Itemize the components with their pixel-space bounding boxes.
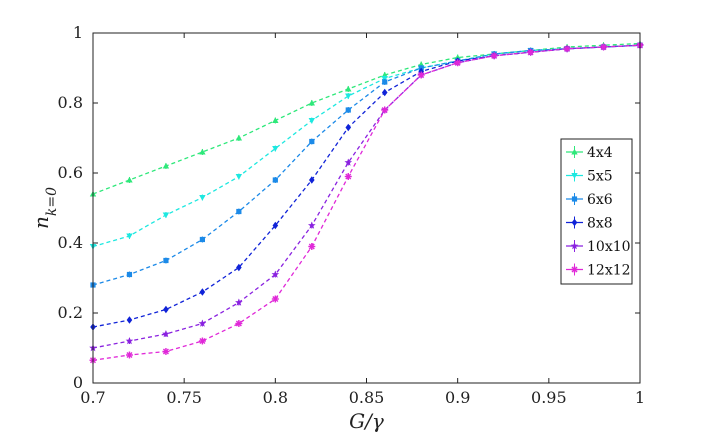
legend-label: 8x8 xyxy=(587,216,613,232)
data-point xyxy=(199,236,205,243)
legend-marker xyxy=(571,172,578,179)
data-point xyxy=(126,233,133,240)
data-point xyxy=(162,162,170,169)
y-tick-label: 0.2 xyxy=(58,303,83,322)
legend-marker xyxy=(571,148,578,155)
x-tick-label: 0.85 xyxy=(349,388,385,407)
x-tick-label: 0.9 xyxy=(445,388,470,407)
data-point xyxy=(308,243,316,250)
y-tick-label: 0.6 xyxy=(58,163,83,182)
data-point xyxy=(344,158,353,166)
data-point xyxy=(162,330,170,338)
legend: 4x4 5x5 6x6 8x8 10x10 12x12 xyxy=(560,138,633,285)
data-point xyxy=(199,194,206,201)
y-axis-label: nk=0 xyxy=(29,187,60,229)
data-point xyxy=(235,173,243,180)
data-point xyxy=(125,337,134,345)
data-point xyxy=(272,177,278,183)
data-point xyxy=(308,117,315,124)
legend-entry: 4x4 xyxy=(566,145,613,161)
series-line xyxy=(92,44,641,286)
data-point xyxy=(162,212,170,219)
data-point xyxy=(308,99,315,106)
data-point xyxy=(199,288,206,296)
x-tick-label: 0.75 xyxy=(166,388,202,407)
legend-entry: 12x12 xyxy=(566,263,631,279)
x-tick-label: 1 xyxy=(635,388,645,407)
data-point xyxy=(272,221,279,230)
legend-label: 10x10 xyxy=(587,239,631,255)
data-point xyxy=(198,337,206,345)
data-point xyxy=(125,351,133,359)
legend-entry: 10x10 xyxy=(566,239,631,255)
legend-label: 4x4 xyxy=(587,145,613,161)
legend-marker xyxy=(570,242,579,250)
data-point xyxy=(235,134,243,141)
data-point xyxy=(308,221,316,229)
legend-entry: 6x6 xyxy=(566,192,613,208)
data-point xyxy=(271,295,279,303)
data-point xyxy=(126,271,133,278)
data-point xyxy=(600,43,608,51)
plot-frame xyxy=(92,32,641,384)
y-tick-label: 0.4 xyxy=(58,233,83,252)
data-point xyxy=(345,123,352,132)
legend-entry: 5x5 xyxy=(566,169,613,185)
data-point xyxy=(345,107,351,113)
data-point xyxy=(236,263,242,272)
y-tick-label: 0 xyxy=(73,373,83,392)
legend-marker xyxy=(571,196,578,202)
x-tick-label: 0.7 xyxy=(80,388,105,407)
series-4x4 xyxy=(89,40,644,197)
series-5x5 xyxy=(89,42,644,250)
data-point xyxy=(235,320,243,327)
data-point xyxy=(454,59,462,67)
x-tick-label: 0.8 xyxy=(263,388,288,407)
data-point xyxy=(272,117,279,124)
legend-marker xyxy=(571,218,578,227)
data-point xyxy=(163,305,169,314)
data-point xyxy=(345,93,352,100)
data-point xyxy=(126,316,133,324)
data-point xyxy=(272,145,279,152)
series-8x8 xyxy=(90,41,643,331)
data-point xyxy=(199,148,206,155)
series-12x12 xyxy=(89,41,644,364)
legend-label: 12x12 xyxy=(587,263,631,279)
x-axis-label: G/γ xyxy=(349,409,384,433)
data-point xyxy=(162,348,170,355)
data-point xyxy=(309,138,315,145)
data-point xyxy=(382,79,388,85)
data-point xyxy=(381,106,389,114)
data-point xyxy=(381,88,388,97)
data-point xyxy=(563,45,571,53)
data-point xyxy=(235,298,243,306)
series-line xyxy=(92,42,641,195)
legend-box xyxy=(560,138,633,285)
data-point xyxy=(345,85,352,92)
data-point xyxy=(163,257,169,264)
y-tick-label: 0.8 xyxy=(58,93,83,112)
x-tick-label: 0.95 xyxy=(531,388,567,407)
series-line xyxy=(92,44,641,248)
y-tick-label: 1 xyxy=(73,23,83,42)
data-point xyxy=(126,176,133,183)
data-point xyxy=(271,270,280,278)
data-point xyxy=(344,173,352,180)
data-point xyxy=(527,48,535,56)
series-line xyxy=(92,44,641,349)
data-point xyxy=(198,319,207,327)
legend-label: 6x6 xyxy=(587,192,613,208)
series-6x6 xyxy=(90,42,643,288)
legend-entry: 8x8 xyxy=(566,216,613,232)
data-point xyxy=(309,176,315,184)
data-point xyxy=(236,208,242,215)
series-line xyxy=(92,44,641,361)
data-point xyxy=(417,71,425,79)
data-point xyxy=(490,52,498,60)
legend-marker xyxy=(571,266,578,273)
data-point xyxy=(381,75,388,82)
legend-label: 5x5 xyxy=(587,169,613,185)
